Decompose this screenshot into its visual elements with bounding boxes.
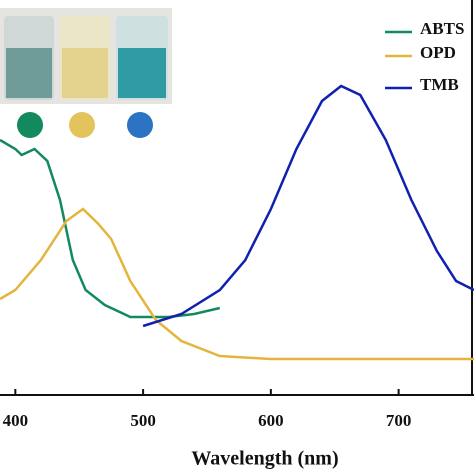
- x-tick-label: 600: [258, 411, 284, 430]
- legend-label: TMB: [420, 75, 459, 94]
- color-dot: [127, 112, 153, 138]
- color-dot: [17, 112, 43, 138]
- line: [0, 138, 221, 319]
- photo-inset: [0, 8, 172, 104]
- x-tick-label: 700: [386, 411, 412, 430]
- line: [0, 207, 474, 361]
- x-tick-label: 400: [3, 411, 29, 430]
- x-axis-label: Wavelength (nm): [191, 448, 338, 470]
- legend-label: ABTS: [420, 19, 464, 38]
- line: [142, 84, 474, 328]
- legend-label: OPD: [420, 43, 456, 62]
- x-tick-label: 500: [130, 411, 156, 430]
- color-dot: [69, 112, 95, 138]
